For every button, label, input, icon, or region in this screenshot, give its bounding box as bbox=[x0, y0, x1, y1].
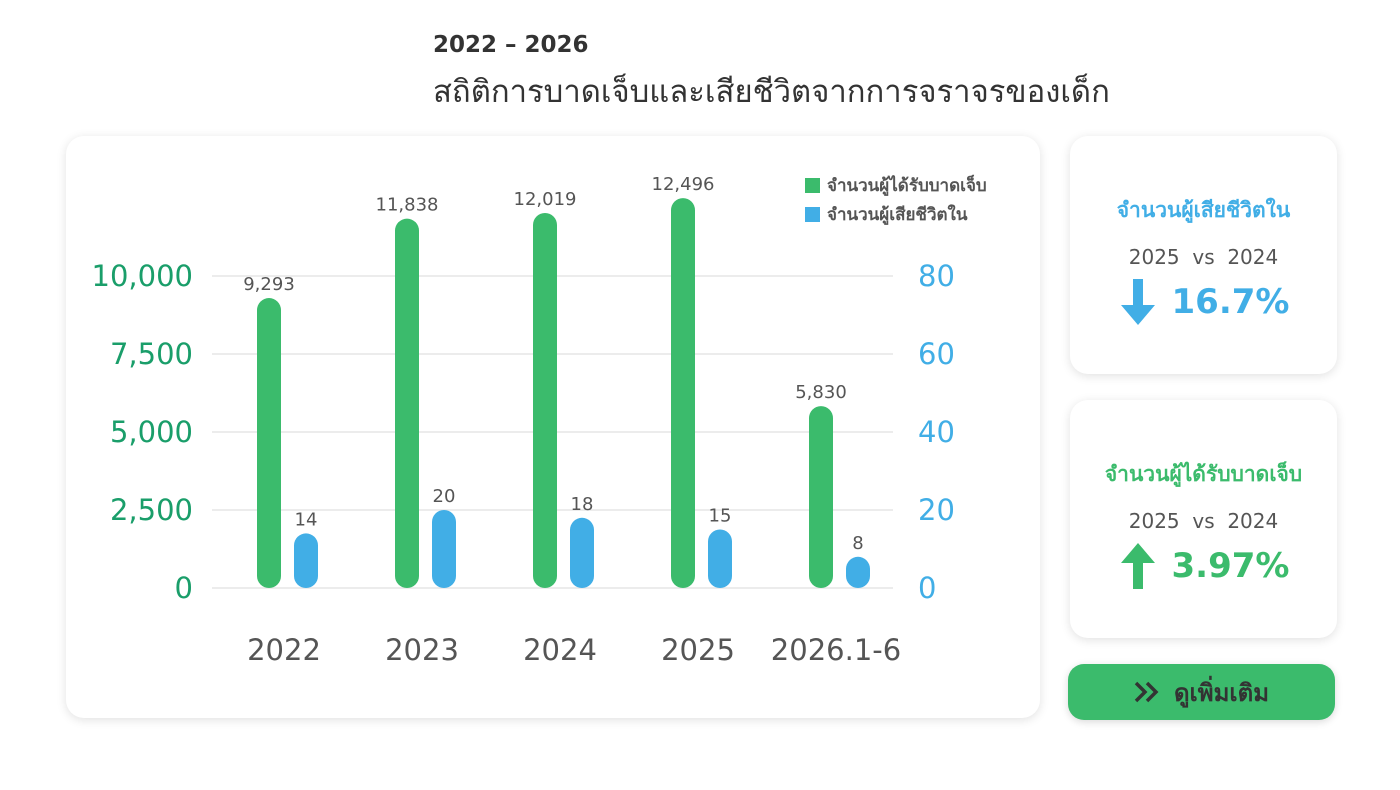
arrow-up bbox=[1120, 543, 1155, 589]
kpi-comparison: 2025 vs 2024 bbox=[1128, 245, 1279, 269]
x-tick-label: 2022 bbox=[247, 633, 321, 667]
y2-tick-label: 60 bbox=[918, 337, 955, 371]
data-label: 20 bbox=[433, 486, 456, 507]
legend-label: จำนวนผู้เสียชีวิตใน bbox=[827, 204, 968, 226]
kpi-value-row: 16.7% bbox=[1070, 277, 1337, 327]
data-label: 11,838 bbox=[376, 195, 439, 216]
bar bbox=[257, 298, 281, 588]
kpi-title: จำนวนผู้ได้รับบาดเจ็บ bbox=[1104, 462, 1303, 486]
bar bbox=[809, 406, 833, 588]
kpi-value: 16.7% bbox=[1171, 282, 1290, 322]
button-label: ดูเพิ่มเติม bbox=[1173, 678, 1270, 707]
data-label: 9,293 bbox=[243, 274, 295, 295]
y-tick-label: 10,000 bbox=[92, 259, 193, 293]
bar bbox=[708, 529, 732, 588]
kpi-value: 3.97% bbox=[1171, 546, 1290, 586]
x-tick-label: 2023 bbox=[385, 633, 459, 667]
data-label: 8 bbox=[852, 533, 863, 554]
chevrons-icon bbox=[1134, 681, 1159, 703]
title: สถิติการบาดเจ็บและเสียชีวิตจากการจราจรขอ… bbox=[433, 74, 1110, 110]
bar bbox=[432, 510, 456, 588]
data-label: 18 bbox=[571, 494, 594, 515]
bar bbox=[294, 533, 318, 588]
legend-label: จำนวนผู้ได้รับบาดเจ็บ bbox=[827, 173, 987, 197]
y2-tick-label: 0 bbox=[918, 571, 936, 605]
y-tick-label: 7,500 bbox=[110, 337, 193, 371]
data-label: 12,496 bbox=[652, 174, 715, 195]
data-label: 15 bbox=[709, 506, 732, 527]
data-label: 5,830 bbox=[795, 382, 847, 403]
more-button[interactable]: ดูเพิ่มเติม bbox=[1068, 664, 1335, 720]
arrow-down bbox=[1120, 279, 1155, 325]
x-tick-label: 2024 bbox=[523, 633, 597, 667]
x-tick-label: 2025 bbox=[661, 633, 735, 667]
data-label: 12,019 bbox=[514, 189, 577, 210]
y2-tick-label: 20 bbox=[918, 493, 955, 527]
bar bbox=[570, 517, 594, 588]
legend-swatch bbox=[805, 178, 820, 193]
bar bbox=[671, 198, 695, 588]
bar bbox=[846, 556, 870, 588]
kpi-card: จำนวนผู้ได้รับบาดเจ็บ 2025 vs 2024 3.97% bbox=[1070, 400, 1337, 638]
y-tick-label: 0 bbox=[175, 571, 193, 605]
kpi-value-row: 3.97% bbox=[1070, 541, 1337, 591]
legend-swatch bbox=[805, 207, 820, 222]
y2-tick-label: 40 bbox=[918, 415, 955, 449]
x-tick-label: 2026.1-6 bbox=[771, 633, 901, 667]
kpi-title: จำนวนผู้เสียชีวิตใน bbox=[1116, 198, 1291, 222]
data-label: 14 bbox=[295, 509, 318, 530]
bar bbox=[533, 213, 557, 588]
y2-tick-label: 80 bbox=[918, 259, 955, 293]
y-tick-label: 2,500 bbox=[110, 493, 193, 527]
kpi-card: จำนวนผู้เสียชีวิตใน 2025 vs 2024 16.7% bbox=[1070, 136, 1337, 374]
y-tick-label: 5,000 bbox=[110, 415, 193, 449]
subtitle: 2022 – 2026 bbox=[433, 32, 589, 58]
bar bbox=[395, 218, 419, 588]
kpi-comparison: 2025 vs 2024 bbox=[1128, 509, 1279, 533]
